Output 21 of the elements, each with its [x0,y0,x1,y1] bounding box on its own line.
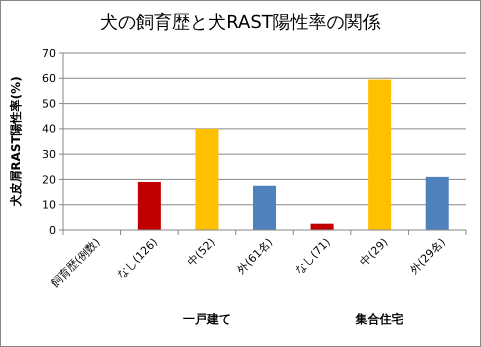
y-tick-label: 0 [49,224,56,237]
chart-title: 犬の飼育歴と犬RAST陽性率の関係 [100,12,381,33]
x-tick-label: 飼育歴(例数) [48,236,103,290]
y-tick-label: 50 [42,97,56,110]
y-tick-label: 40 [42,122,56,136]
y-tick-label: 70 [42,46,56,60]
bar [195,128,218,230]
x-tick-label: 外(29名) [407,236,448,276]
text: 一戸建て [182,312,231,326]
x-tick-label: 外(61名) [234,236,276,276]
bar [426,176,449,230]
y-tick-label: 30 [42,148,56,161]
y-axis-title: 犬皮屑RAST陽性率(%) [9,76,23,208]
y-tick-label: 60 [42,72,56,86]
bar [368,80,392,230]
bar [310,224,334,230]
bar [138,182,161,230]
y-tick-label: 10 [42,198,56,212]
y-tick-label: 20 [42,173,56,186]
bar [252,186,276,230]
text: 集合住宅 [354,312,404,326]
